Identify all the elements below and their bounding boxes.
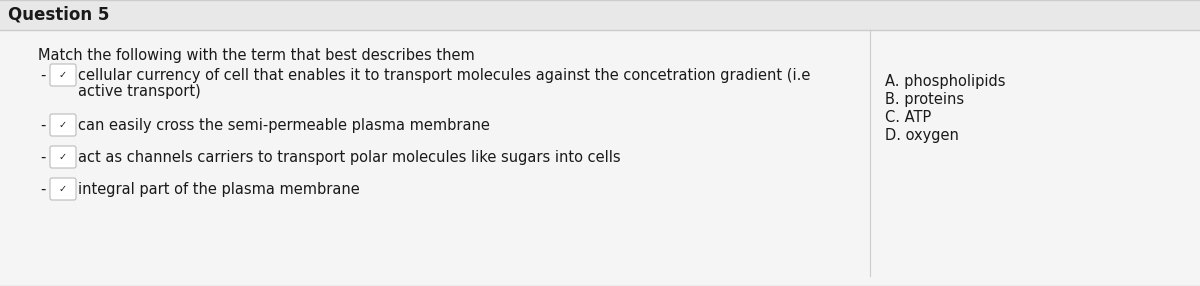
Text: act as channels carriers to transport polar molecules like sugars into cells: act as channels carriers to transport po… — [78, 150, 620, 165]
Text: -: - — [40, 118, 46, 132]
Text: Match the following with the term that best describes them: Match the following with the term that b… — [38, 48, 475, 63]
FancyBboxPatch shape — [50, 114, 76, 136]
Text: active transport): active transport) — [78, 84, 200, 99]
Text: cellular currency of cell that enables it to transport molecules against the con: cellular currency of cell that enables i… — [78, 68, 810, 83]
FancyBboxPatch shape — [50, 178, 76, 200]
Text: A. phospholipids: A. phospholipids — [886, 74, 1006, 89]
Text: C. ATP: C. ATP — [886, 110, 931, 125]
Text: -: - — [40, 67, 46, 82]
Text: ✓: ✓ — [59, 184, 67, 194]
FancyBboxPatch shape — [50, 64, 76, 86]
Text: can easily cross the semi-permeable plasma membrane: can easily cross the semi-permeable plas… — [78, 118, 490, 133]
Text: B. proteins: B. proteins — [886, 92, 964, 107]
Text: -: - — [40, 150, 46, 164]
Text: D. oxygen: D. oxygen — [886, 128, 959, 143]
FancyBboxPatch shape — [50, 146, 76, 168]
Text: ✓: ✓ — [59, 70, 67, 80]
Text: Question 5: Question 5 — [8, 6, 109, 24]
Text: ✓: ✓ — [59, 152, 67, 162]
Text: ✓: ✓ — [59, 120, 67, 130]
Bar — [0, 0, 1200, 30]
Text: integral part of the plasma membrane: integral part of the plasma membrane — [78, 182, 360, 197]
Text: -: - — [40, 182, 46, 196]
